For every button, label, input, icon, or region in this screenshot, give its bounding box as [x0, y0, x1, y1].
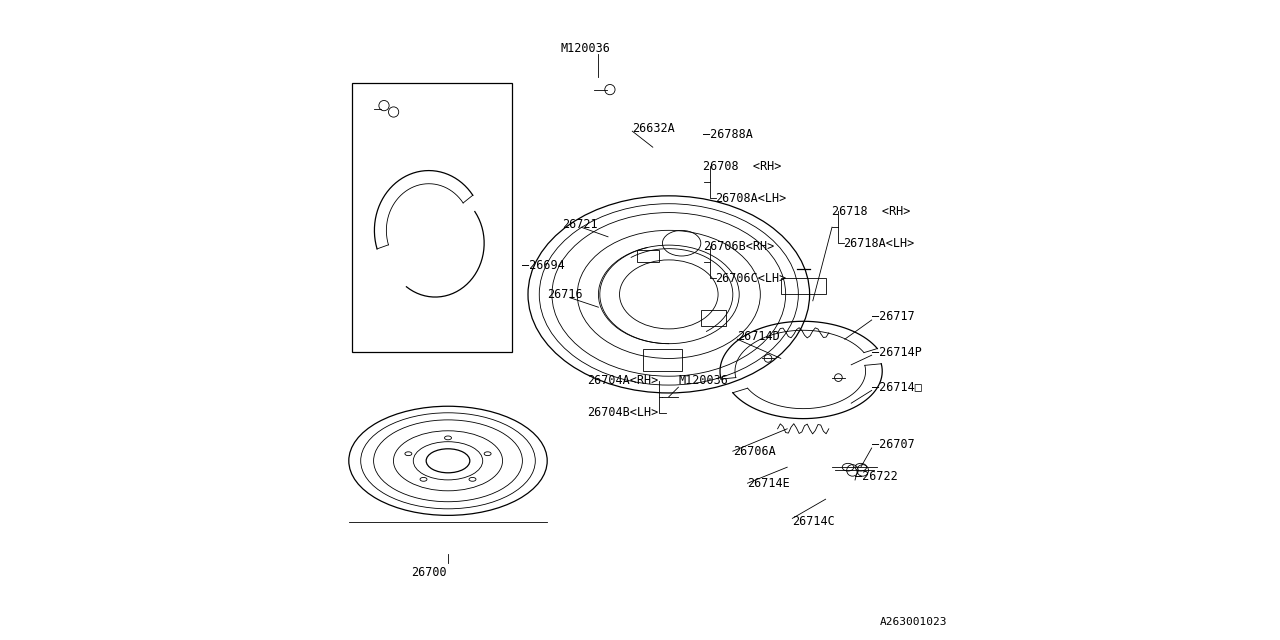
Text: 26714C: 26714C: [792, 515, 835, 528]
Bar: [637, 250, 659, 262]
Text: 26706C<LH>: 26706C<LH>: [716, 272, 787, 285]
Text: —26714□: —26714□: [872, 381, 922, 394]
Text: A263001023: A263001023: [879, 617, 947, 627]
Text: 26632A: 26632A: [632, 122, 675, 134]
Bar: [701, 310, 727, 326]
Text: —26707: —26707: [872, 438, 914, 451]
Text: 26704B<LH>: 26704B<LH>: [588, 406, 659, 419]
Text: 26714D: 26714D: [737, 330, 780, 342]
Text: —26722: —26722: [855, 470, 897, 483]
Text: 26706B<RH>: 26706B<RH>: [703, 240, 774, 253]
Text: 26700: 26700: [411, 566, 447, 579]
Bar: [781, 278, 826, 294]
Text: 26708A<LH>: 26708A<LH>: [716, 192, 787, 205]
Text: 26706A: 26706A: [732, 445, 776, 458]
Text: 26704A<RH>: 26704A<RH>: [588, 374, 659, 387]
Text: 26718A<LH>: 26718A<LH>: [844, 237, 915, 250]
Text: —26694: —26694: [522, 259, 564, 272]
Text: 26718  <RH>: 26718 <RH>: [832, 205, 910, 218]
Text: 26716: 26716: [548, 288, 582, 301]
Text: M120036: M120036: [678, 374, 728, 387]
Text: —26788A: —26788A: [703, 128, 753, 141]
Text: 26708  <RH>: 26708 <RH>: [703, 160, 781, 173]
Text: 26714E: 26714E: [748, 477, 790, 490]
Text: 26721: 26721: [562, 218, 598, 230]
Text: —26717: —26717: [872, 310, 914, 323]
Text: —26714P: —26714P: [872, 346, 922, 358]
Text: M120036: M120036: [561, 42, 611, 54]
Bar: [644, 349, 682, 371]
Bar: [352, 83, 512, 352]
